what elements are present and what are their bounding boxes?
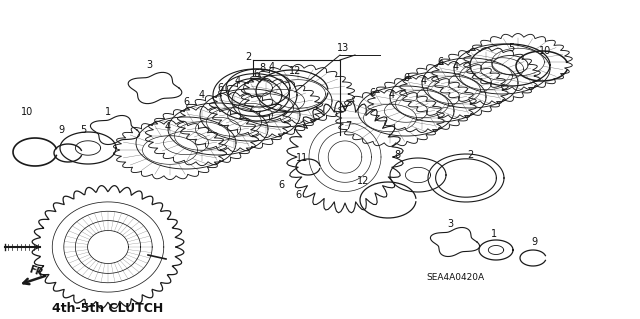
Text: FR.: FR. bbox=[28, 264, 48, 279]
Text: 8: 8 bbox=[394, 150, 400, 160]
Text: 10: 10 bbox=[539, 46, 551, 56]
Text: 4: 4 bbox=[453, 62, 459, 72]
Text: 4: 4 bbox=[165, 122, 171, 132]
Text: 6: 6 bbox=[369, 88, 375, 98]
Text: 6: 6 bbox=[183, 97, 189, 107]
Text: 13: 13 bbox=[337, 43, 349, 53]
Text: 9: 9 bbox=[531, 237, 537, 247]
Text: 6: 6 bbox=[295, 190, 301, 200]
Text: 3: 3 bbox=[146, 60, 152, 70]
Text: SEA4A0420A: SEA4A0420A bbox=[426, 273, 484, 283]
Text: 4: 4 bbox=[389, 90, 395, 100]
Text: 1: 1 bbox=[491, 229, 497, 239]
Text: 7: 7 bbox=[345, 121, 351, 131]
Text: 6: 6 bbox=[403, 73, 409, 83]
Text: 4: 4 bbox=[199, 90, 205, 100]
Text: 10: 10 bbox=[21, 107, 33, 117]
Text: 6: 6 bbox=[278, 180, 284, 190]
Text: 8: 8 bbox=[259, 63, 265, 73]
Text: 5: 5 bbox=[80, 125, 86, 135]
Text: 4th-5th CLUTCH: 4th-5th CLUTCH bbox=[52, 301, 164, 315]
Text: 3: 3 bbox=[447, 219, 453, 229]
Text: 11: 11 bbox=[296, 153, 308, 163]
Text: 6: 6 bbox=[253, 69, 259, 79]
Text: 12: 12 bbox=[357, 176, 369, 186]
Text: 1: 1 bbox=[105, 107, 111, 117]
Text: 12: 12 bbox=[289, 66, 301, 76]
Text: 6: 6 bbox=[217, 83, 223, 93]
Text: 5: 5 bbox=[508, 43, 514, 53]
Text: 6: 6 bbox=[437, 57, 443, 67]
Text: 9: 9 bbox=[58, 125, 64, 135]
Text: 2: 2 bbox=[467, 150, 473, 160]
Text: 2: 2 bbox=[245, 52, 251, 62]
Text: 4: 4 bbox=[421, 76, 427, 86]
Text: 4: 4 bbox=[235, 76, 241, 86]
Text: 4: 4 bbox=[269, 62, 275, 72]
